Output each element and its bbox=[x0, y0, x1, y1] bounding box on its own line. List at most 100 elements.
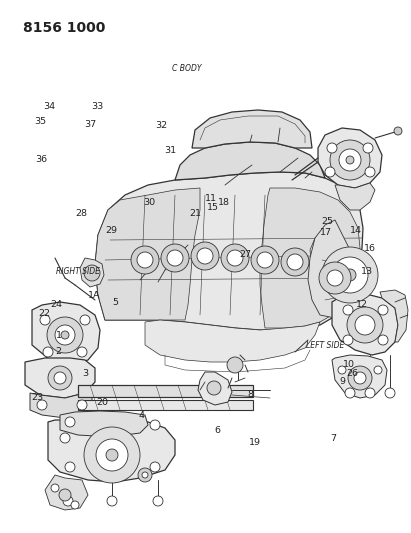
Circle shape bbox=[137, 252, 153, 268]
Text: 28: 28 bbox=[75, 209, 88, 217]
Polygon shape bbox=[48, 420, 175, 482]
Circle shape bbox=[332, 257, 368, 293]
Polygon shape bbox=[95, 172, 363, 330]
Circle shape bbox=[80, 315, 90, 325]
Text: 13: 13 bbox=[360, 268, 373, 276]
Circle shape bbox=[338, 366, 346, 374]
Bar bbox=[78, 400, 253, 410]
Polygon shape bbox=[145, 320, 320, 362]
Circle shape bbox=[344, 269, 356, 281]
Text: 14: 14 bbox=[350, 226, 363, 235]
Text: 34: 34 bbox=[43, 102, 55, 111]
Polygon shape bbox=[198, 372, 232, 405]
Circle shape bbox=[161, 244, 189, 272]
Text: 8: 8 bbox=[247, 390, 253, 399]
Circle shape bbox=[348, 366, 372, 390]
Text: 11: 11 bbox=[205, 194, 217, 203]
Text: 21: 21 bbox=[189, 209, 202, 217]
Circle shape bbox=[48, 366, 72, 390]
Circle shape bbox=[394, 127, 402, 135]
Circle shape bbox=[327, 270, 343, 286]
Circle shape bbox=[84, 427, 140, 483]
Text: C BODY: C BODY bbox=[172, 64, 202, 72]
Circle shape bbox=[365, 388, 375, 398]
Text: 35: 35 bbox=[34, 117, 46, 126]
Text: 36: 36 bbox=[35, 156, 47, 164]
Text: 8156 1000: 8156 1000 bbox=[23, 21, 105, 35]
Text: 1A: 1A bbox=[88, 292, 100, 300]
Text: 33: 33 bbox=[92, 102, 104, 111]
Text: 37: 37 bbox=[84, 120, 97, 128]
Circle shape bbox=[60, 433, 70, 443]
Circle shape bbox=[363, 143, 373, 153]
Circle shape bbox=[355, 315, 375, 335]
Text: 4: 4 bbox=[139, 411, 145, 420]
Circle shape bbox=[142, 472, 148, 478]
Text: 22: 22 bbox=[38, 309, 51, 318]
Polygon shape bbox=[32, 302, 100, 365]
Polygon shape bbox=[45, 475, 88, 510]
Text: 10: 10 bbox=[343, 360, 356, 368]
Circle shape bbox=[281, 248, 309, 276]
Polygon shape bbox=[332, 293, 398, 355]
Text: 9: 9 bbox=[339, 377, 345, 385]
Circle shape bbox=[63, 496, 73, 506]
Polygon shape bbox=[95, 188, 200, 320]
Polygon shape bbox=[260, 188, 360, 328]
Text: 20: 20 bbox=[97, 398, 109, 407]
Circle shape bbox=[43, 347, 53, 357]
Polygon shape bbox=[308, 220, 358, 318]
Circle shape bbox=[77, 400, 87, 410]
Circle shape bbox=[59, 489, 71, 501]
Circle shape bbox=[138, 468, 152, 482]
Text: 32: 32 bbox=[155, 122, 168, 130]
Text: 15: 15 bbox=[207, 203, 219, 212]
Bar bbox=[78, 385, 253, 397]
Circle shape bbox=[131, 246, 159, 274]
Circle shape bbox=[197, 248, 213, 264]
Circle shape bbox=[327, 143, 337, 153]
Text: 31: 31 bbox=[164, 147, 177, 155]
Circle shape bbox=[251, 246, 279, 274]
Text: 26: 26 bbox=[346, 369, 358, 377]
Text: 1: 1 bbox=[56, 332, 62, 340]
Polygon shape bbox=[192, 110, 312, 148]
Circle shape bbox=[40, 315, 50, 325]
Text: 30: 30 bbox=[143, 198, 155, 206]
Text: 29: 29 bbox=[106, 226, 118, 235]
Circle shape bbox=[47, 317, 83, 353]
Circle shape bbox=[365, 167, 375, 177]
Circle shape bbox=[77, 347, 87, 357]
Circle shape bbox=[343, 305, 353, 315]
Text: 24: 24 bbox=[51, 301, 63, 309]
Circle shape bbox=[227, 250, 243, 266]
Text: 25: 25 bbox=[321, 217, 334, 226]
Circle shape bbox=[221, 244, 249, 272]
Circle shape bbox=[150, 420, 160, 430]
Text: 16: 16 bbox=[364, 245, 376, 253]
Text: 3: 3 bbox=[82, 369, 88, 377]
Text: 2: 2 bbox=[56, 348, 62, 356]
Text: 5: 5 bbox=[112, 298, 118, 306]
Text: LEFT SIDE: LEFT SIDE bbox=[305, 341, 344, 350]
Circle shape bbox=[84, 265, 100, 281]
Text: 19: 19 bbox=[249, 438, 261, 447]
Circle shape bbox=[191, 242, 219, 270]
Circle shape bbox=[347, 307, 383, 343]
Circle shape bbox=[287, 254, 303, 270]
Circle shape bbox=[345, 388, 355, 398]
Polygon shape bbox=[60, 411, 148, 436]
Circle shape bbox=[322, 247, 378, 303]
Circle shape bbox=[330, 140, 370, 180]
Polygon shape bbox=[25, 358, 95, 398]
Circle shape bbox=[54, 372, 66, 384]
Text: 6: 6 bbox=[215, 426, 221, 435]
Text: 23: 23 bbox=[31, 393, 43, 401]
Circle shape bbox=[150, 462, 160, 472]
Circle shape bbox=[71, 501, 79, 509]
Circle shape bbox=[343, 335, 353, 345]
Circle shape bbox=[374, 366, 382, 374]
Circle shape bbox=[61, 331, 69, 339]
Circle shape bbox=[378, 305, 388, 315]
Circle shape bbox=[65, 417, 75, 427]
